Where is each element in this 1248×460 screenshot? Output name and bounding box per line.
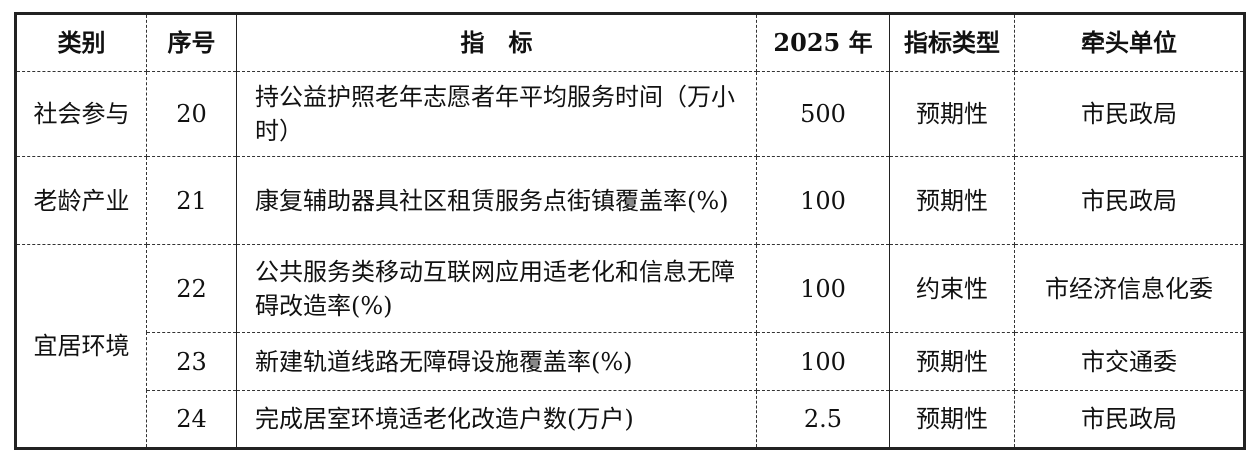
header-row: 类别 序号 指 标 2025 年 指标类型 牵头单位 [15,13,1245,72]
type-cell: 预期性 [889,71,1015,157]
lead-cell: 市交通委 [1014,332,1245,391]
no-cell: 21 [146,156,237,245]
table-row: 24 完成居室环境适老化改造户数(万户) 2.5 预期性 市民政局 [16,390,1245,449]
lead-cell: 市民政局 [1014,390,1245,449]
header-category: 类别 [15,13,147,72]
type-cell: 约束性 [889,244,1015,333]
indicator-cell: 完成居室环境适老化改造户数(万户) [236,390,757,449]
header-lead: 牵头单位 [1014,13,1245,72]
indicator-cell: 康复辅助器具社区租赁服务点街镇覆盖率(%) [236,156,757,245]
value-cell: 100 [756,244,890,333]
header-indicator: 指 标 [236,13,757,72]
header-type: 指标类型 [889,13,1015,72]
type-cell: 预期性 [889,156,1015,245]
lead-cell: 市民政局 [1014,71,1245,157]
lead-cell: 市经济信息化委 [1014,244,1245,333]
indicator-table: 类别 序号 指 标 2025 年 指标类型 牵头单位 社会参与 20 持公益护照… [14,12,1246,450]
value-cell: 100 [756,156,890,245]
table-row: 23 新建轨道线路无障碍设施覆盖率(%) 100 预期性 市交通委 [16,332,1245,391]
type-cell: 预期性 [889,390,1015,449]
no-cell: 24 [146,390,237,449]
table-row: 宜居环境 22 公共服务类移动互联网应用适老化和信息无障碍改造率(%) 100 … [15,244,1245,449]
value-cell: 100 [756,332,890,391]
indicator-cell: 持公益护照老年志愿者年平均服务时间（万小时） [236,71,757,157]
indicator-cell: 公共服务类移动互联网应用适老化和信息无障碍改造率(%) [236,244,757,333]
header-value: 2025 年 [756,13,890,72]
no-cell: 20 [146,71,237,157]
indicator-cell: 新建轨道线路无障碍设施覆盖率(%) [236,332,757,391]
no-cell: 22 [146,244,237,333]
lead-cell: 市民政局 [1014,156,1245,245]
value-cell: 500 [756,71,890,157]
table-row: 老龄产业 21 康复辅助器具社区租赁服务点街镇覆盖率(%) 100 预期性 市民… [15,156,1245,245]
category-cell: 宜居环境 [15,244,147,449]
header-no: 序号 [146,13,237,72]
table-row: 社会参与 20 持公益护照老年志愿者年平均服务时间（万小时） 500 预期性 市… [15,71,1245,157]
type-cell: 预期性 [889,332,1015,391]
no-cell: 23 [146,332,237,391]
value-cell: 2.5 [756,390,890,449]
category-cell: 老龄产业 [15,156,147,245]
category-cell: 社会参与 [15,71,147,157]
